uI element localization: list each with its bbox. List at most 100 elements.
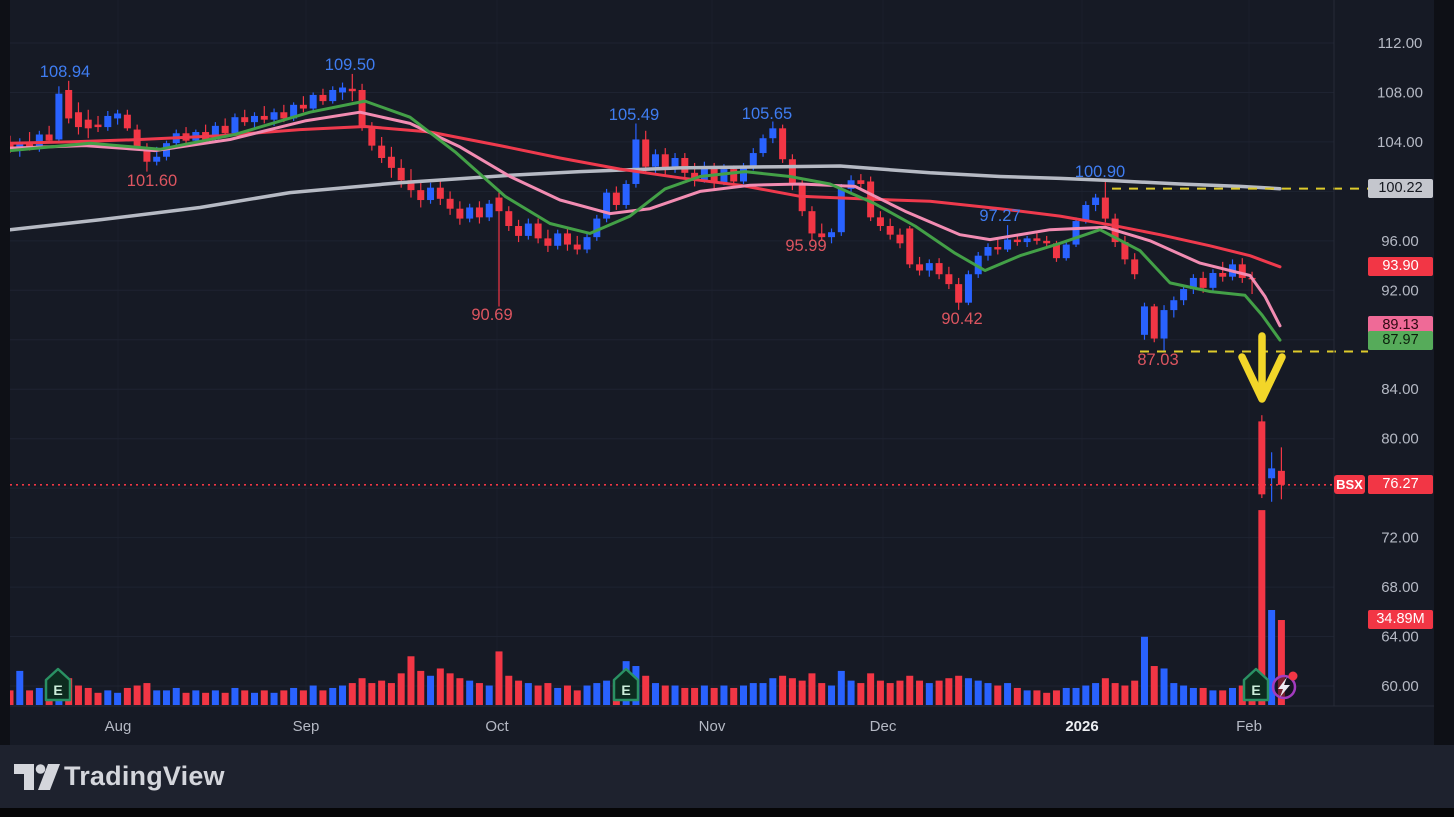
- time-tick[interactable]: Oct: [485, 718, 509, 735]
- volume-bar: [524, 683, 532, 705]
- volume-bar: [573, 690, 581, 705]
- volume-bar: [798, 680, 806, 705]
- volume-bar: [475, 683, 483, 705]
- candle-body: [808, 211, 816, 234]
- candle-body: [309, 94, 317, 109]
- volume-bar: [700, 685, 708, 705]
- candle-body: [339, 87, 347, 93]
- candle-body: [495, 197, 503, 212]
- volume-bar: [1277, 620, 1285, 705]
- footer-bar: TradingView: [0, 745, 1454, 808]
- volume-bar: [123, 687, 131, 705]
- candle-body: [691, 172, 699, 181]
- time-tick[interactable]: Aug: [105, 718, 132, 735]
- price-tick[interactable]: 60.00: [1381, 678, 1419, 695]
- candle-body: [84, 119, 92, 129]
- volume-bar: [299, 690, 307, 705]
- volume-bar: [1229, 687, 1236, 705]
- volume-bar: [505, 675, 513, 705]
- volume-bar: [808, 673, 816, 705]
- price-tick[interactable]: 64.00: [1381, 629, 1419, 646]
- candle-body: [730, 169, 738, 182]
- volume-bar: [876, 680, 884, 705]
- time-tick[interactable]: Nov: [699, 718, 726, 735]
- volume-bar: [681, 687, 689, 705]
- candle-body: [1189, 277, 1197, 290]
- down-arrow-head[interactable]: [1238, 353, 1286, 403]
- candle-body: [378, 145, 386, 158]
- notification-dot: [1288, 671, 1298, 681]
- candle-body: [1238, 264, 1246, 278]
- volume-bar: [828, 685, 836, 705]
- candle-body: [231, 117, 239, 134]
- volume-bar: [1023, 690, 1031, 705]
- volume-bar: [192, 690, 200, 705]
- candle-body: [123, 114, 131, 129]
- volume-bar: [1189, 687, 1197, 705]
- candle-body: [749, 153, 757, 167]
- price-annotation: 105.65: [742, 105, 792, 123]
- earnings-icon[interactable]: [612, 667, 640, 702]
- candle-body: [945, 274, 953, 285]
- candle-body: [818, 233, 826, 238]
- candle-body: [671, 157, 679, 170]
- volume-bar: [202, 692, 210, 705]
- volume-bar: [172, 687, 180, 705]
- volume-bar: [1268, 609, 1276, 705]
- earnings-icon[interactable]: [1242, 667, 1270, 702]
- price-tick[interactable]: 80.00: [1381, 431, 1419, 448]
- tradingview-logo-icon[interactable]: [14, 762, 62, 792]
- candle-body: [26, 141, 34, 147]
- time-tick[interactable]: 2026: [1065, 718, 1098, 735]
- price-tick[interactable]: 92.00: [1381, 282, 1419, 299]
- ma200-price-label: 100.22: [1368, 179, 1433, 198]
- volume-bar: [955, 675, 963, 705]
- volume-bar: [74, 685, 82, 705]
- candle-body: [573, 244, 581, 250]
- volume-bar: [446, 673, 454, 705]
- candle-body: [1121, 242, 1129, 260]
- candle-body: [876, 217, 884, 227]
- volume-bar: [231, 687, 239, 705]
- candle-body: [955, 284, 963, 303]
- volume-bar: [916, 680, 924, 705]
- price-tick[interactable]: 108.00: [1377, 84, 1423, 101]
- candle-body: [456, 208, 464, 219]
- candle-body: [1062, 244, 1070, 259]
- candle-body: [1023, 238, 1031, 243]
- candle-body: [153, 156, 161, 162]
- candle-body: [612, 192, 620, 205]
- time-tick[interactable]: Dec: [870, 718, 897, 735]
- price-tick[interactable]: 104.00: [1377, 134, 1423, 151]
- candle-body: [290, 104, 298, 119]
- volume-bar: [1111, 683, 1119, 705]
- price-tick[interactable]: 68.00: [1381, 579, 1419, 596]
- price-tick[interactable]: 96.00: [1381, 233, 1419, 250]
- volume-bar: [671, 685, 679, 705]
- bottom-edge-strip: [0, 808, 1454, 817]
- candle-body: [984, 247, 992, 256]
- price-tick[interactable]: 112.00: [1378, 35, 1423, 52]
- volume-bar: [260, 690, 268, 705]
- time-tick[interactable]: Feb: [1236, 718, 1262, 735]
- volume-bar: [270, 692, 278, 705]
- volume-bar: [495, 651, 503, 705]
- candle-body: [994, 247, 1002, 250]
- candle-body: [661, 154, 669, 170]
- price-annotation: 109.50: [325, 56, 375, 74]
- price-tick[interactable]: 84.00: [1381, 381, 1419, 398]
- candlestick-chart[interactable]: E E E 108.94 109.50 105.49 105.65 100.90 97.27 10…: [0, 0, 1454, 745]
- candle-body: [1082, 204, 1090, 222]
- volume-bar: [319, 690, 327, 705]
- price-tick[interactable]: 72.00: [1381, 530, 1419, 547]
- candle-body: [260, 115, 268, 120]
- volume-bar: [1082, 685, 1090, 705]
- time-tick[interactable]: Sep: [293, 718, 320, 735]
- tradingview-wordmark[interactable]: TradingView: [64, 761, 225, 791]
- earnings-icon[interactable]: [44, 667, 72, 702]
- price-annotation: 101.60: [127, 172, 177, 190]
- volume-bar: [730, 687, 738, 705]
- candle-body: [55, 93, 63, 140]
- candle-body: [446, 198, 454, 209]
- volume-bar: [740, 685, 747, 705]
